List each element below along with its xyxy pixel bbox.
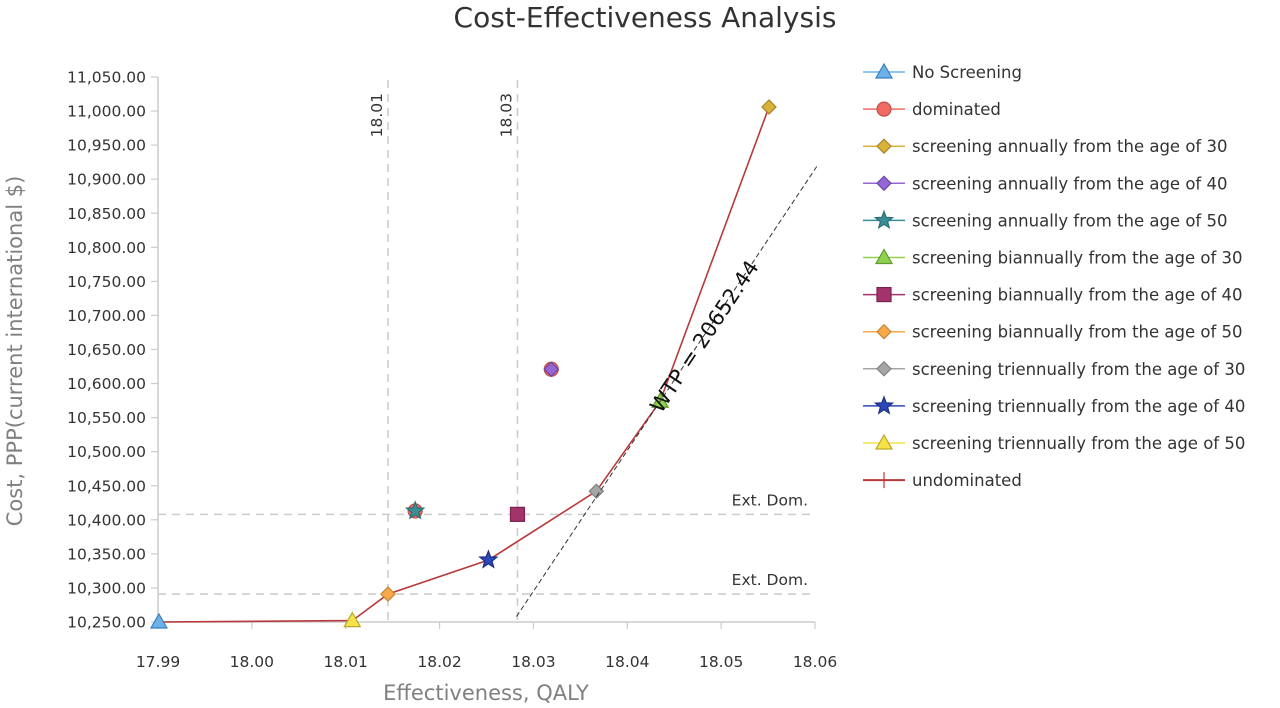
y-tick-label: 11,000.00 (67, 103, 146, 121)
y-tick-label: 10,350.00 (67, 545, 146, 563)
y-tick-label: 10,800.00 (67, 239, 146, 257)
data-point-series-10 (343, 611, 362, 628)
y-tick-label: 10,450.00 (67, 477, 146, 495)
legend-swatch-marker (873, 209, 895, 230)
legend-item: screening annually from the age of 30 (863, 137, 1227, 156)
legend-swatch-marker (876, 138, 892, 155)
legend-item: dominated (863, 100, 1001, 119)
legend-item: screening biannually from the age of 50 (863, 323, 1243, 342)
legend-swatch-marker (874, 62, 894, 79)
y-axis-label: Cost, PPP(current international $) (3, 176, 27, 527)
legend-swatch-marker (874, 248, 894, 265)
y-tick-label: 10,900.00 (67, 171, 146, 189)
legend-item: No Screening (863, 62, 1022, 82)
legend-swatch-marker (863, 472, 905, 489)
data-point-series-8 (588, 483, 605, 500)
legend-label: No Screening (912, 63, 1022, 82)
y-tick-label: 10,500.00 (67, 443, 146, 461)
reference-lines: 18.01 18.03 Ext. Dom. Ext. Dom. (158, 80, 815, 622)
x-tick-label: 17.99 (136, 653, 180, 671)
legend-label: screening annually from the age of 30 (912, 137, 1227, 156)
legend-swatch-marker (876, 175, 892, 192)
chart-title: Cost-Effectiveness Analysis (454, 1, 837, 34)
x-tick-label: 18.03 (511, 653, 555, 671)
x-tick-label: 18.04 (605, 653, 649, 671)
legend: No Screening dominated screening annually … (863, 62, 1245, 490)
legend-label: screening triennually from the age of 30 (912, 360, 1245, 379)
y-tick-label: 10,550.00 (67, 409, 146, 427)
data-point-series-0 (149, 612, 168, 629)
data-point-series-3 (543, 361, 560, 378)
legend-item: screening triennually from the age of 40 (863, 395, 1245, 416)
legend-label: screening annually from the age of 50 (912, 211, 1227, 230)
y-tick-label: 10,300.00 (67, 579, 146, 597)
y-tick-label: 10,600.00 (67, 375, 146, 393)
horizontal-reference-label: Ext. Dom. (732, 491, 808, 509)
y-tick-label: 11,050.00 (67, 69, 146, 87)
legend-label: screening triennually from the age of 50 (912, 434, 1245, 453)
x-tick-label: 18.00 (230, 653, 274, 671)
x-tick-label: 18.01 (324, 653, 368, 671)
legend-item: screening annually from the age of 40 (863, 174, 1227, 193)
x-tick-label: 18.05 (699, 653, 743, 671)
legend-label: dominated (912, 100, 1001, 119)
y-tick-label: 10,750.00 (67, 273, 146, 291)
data-point-series-2 (761, 99, 777, 115)
data-point-series-9 (478, 549, 499, 569)
legend-label: screening annually from the age of 40 (912, 174, 1227, 193)
legend-item: screening biannually from the age of 40 (863, 286, 1243, 305)
legend-swatch-marker (876, 287, 892, 303)
y-tick-label: 10,400.00 (67, 511, 146, 529)
legend-swatch-marker (876, 360, 892, 377)
wtp-line (516, 164, 819, 617)
vertical-reference-label: 18.01 (368, 93, 386, 137)
y-tick-label: 10,850.00 (67, 205, 146, 223)
legend-item: screening annually from the age of 50 (863, 209, 1227, 230)
x-tick-label: 18.06 (793, 653, 837, 671)
annotations: WTP = 20652.44 (516, 164, 819, 617)
legend-label: screening biannually from the age of 50 (912, 323, 1243, 342)
y-tick-label: 10,250.00 (67, 614, 146, 632)
legend-swatch-marker (874, 433, 894, 450)
legend-label: undominated (912, 471, 1022, 490)
axes: 10,250.00 10,300.00 10,350.00 10,400.00 10,4… (67, 69, 837, 672)
data-point-series-4 (404, 500, 426, 520)
legend-swatch-marker (873, 395, 895, 415)
legend-swatch-marker (876, 101, 892, 117)
y-tick-label: 10,700.00 (67, 307, 146, 325)
x-tick-label: 18.02 (417, 653, 461, 671)
legend-item: screening triennually from the age of 30 (863, 360, 1245, 379)
data-point-series-5 (651, 392, 670, 408)
legend-item: undominated (863, 471, 1022, 490)
data-point-series-6 (509, 506, 526, 522)
legend-item: screening triennually from the age of 50 (863, 433, 1245, 453)
data-point-series-7 (380, 586, 396, 602)
legend-swatch-marker (876, 323, 892, 340)
horizontal-reference-label: Ext. Dom. (732, 571, 808, 589)
legend-item: screening biannually from the age of 30 (863, 248, 1243, 268)
x-axis-label: Effectiveness, QALY (383, 681, 589, 705)
y-tick-label: 10,950.00 (67, 137, 146, 155)
legend-label: screening biannually from the age of 30 (912, 249, 1243, 268)
y-tick-label: 10,650.00 (67, 341, 146, 359)
vertical-reference-label: 18.03 (497, 93, 515, 137)
legend-label: screening triennually from the age of 40 (912, 397, 1245, 416)
legend-label: screening biannually from the age of 40 (912, 286, 1243, 305)
